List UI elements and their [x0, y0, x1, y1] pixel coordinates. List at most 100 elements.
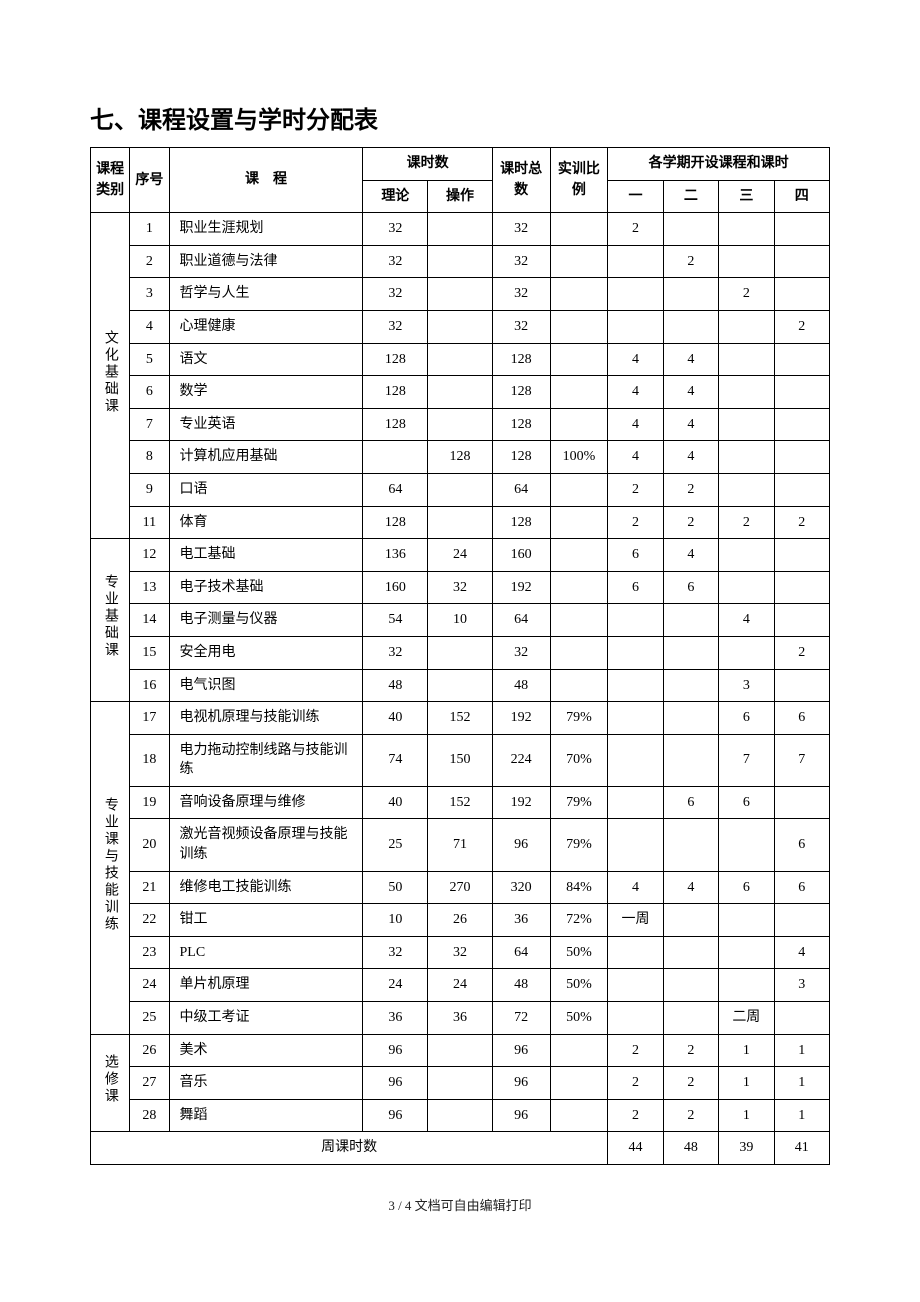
sem1-hours: 4 [608, 343, 663, 376]
sem2-hours: 4 [663, 343, 718, 376]
course-name: 音响设备原理与维修 [169, 786, 363, 819]
sem3-hours [719, 636, 774, 669]
total-hours: 96 [492, 1067, 550, 1100]
total-hours: 64 [492, 473, 550, 506]
section-title: 七、课程设置与学时分配表 [90, 100, 830, 135]
sem2-hours: 2 [663, 473, 718, 506]
sem2-hours: 2 [663, 1067, 718, 1100]
course-name: 专业英语 [169, 408, 363, 441]
sem2-hours: 6 [663, 571, 718, 604]
table-row: 3哲学与人生32322 [91, 278, 830, 311]
row-index: 28 [130, 1099, 169, 1132]
total-hours: 128 [492, 441, 550, 474]
sem1-hours: 2 [608, 473, 663, 506]
table-row: 文化基础课1职业生涯规划32322 [91, 213, 830, 246]
course-name: 计算机应用基础 [169, 441, 363, 474]
operation-hours: 150 [428, 734, 493, 786]
sem3-hours: 4 [719, 604, 774, 637]
theory-hours: 40 [363, 702, 428, 735]
sem4-hours [774, 343, 829, 376]
sem3-hours [719, 245, 774, 278]
operation-hours: 32 [428, 571, 493, 604]
theory-hours: 128 [363, 343, 428, 376]
weekly-total-row: 周课时数44483941 [91, 1132, 830, 1165]
practice-ratio: 50% [550, 1002, 608, 1035]
sem3-hours [719, 969, 774, 1002]
total-hours: 128 [492, 376, 550, 409]
row-index: 22 [130, 904, 169, 937]
sem4-hours: 6 [774, 702, 829, 735]
row-index: 18 [130, 734, 169, 786]
theory-hours: 32 [363, 245, 428, 278]
theory-hours: 36 [363, 1002, 428, 1035]
row-index: 24 [130, 969, 169, 1002]
curriculum-table: 课程类别 序号 课 程 课时数 课时总数 实训比例 各学期开设课程和课时 理论 … [90, 147, 830, 1165]
operation-hours: 26 [428, 904, 493, 937]
sem1-hours [608, 278, 663, 311]
row-index: 20 [130, 819, 169, 871]
category-cell: 专业基础课 [91, 539, 130, 702]
category-label: 选修课 [100, 1054, 120, 1105]
weekly-total-sem3: 39 [719, 1132, 774, 1165]
course-name: 数学 [169, 376, 363, 409]
total-hours: 96 [492, 1034, 550, 1067]
theory-hours: 64 [363, 473, 428, 506]
total-hours: 32 [492, 310, 550, 343]
sem3-hours [719, 310, 774, 343]
col-sem2: 二 [663, 180, 718, 213]
total-hours: 36 [492, 904, 550, 937]
category-cell: 专业课与技能训练 [91, 702, 130, 1035]
sem2-hours: 4 [663, 441, 718, 474]
course-name: 职业生涯规划 [169, 213, 363, 246]
theory-hours: 10 [363, 904, 428, 937]
table-row: 21维修电工技能训练5027032084%4466 [91, 871, 830, 904]
col-sem4: 四 [774, 180, 829, 213]
operation-hours [428, 278, 493, 311]
sem3-hours: 二周 [719, 1002, 774, 1035]
practice-ratio [550, 1067, 608, 1100]
row-index: 17 [130, 702, 169, 735]
row-index: 8 [130, 441, 169, 474]
sem1-hours: 6 [608, 539, 663, 572]
row-index: 12 [130, 539, 169, 572]
sem2-hours: 2 [663, 245, 718, 278]
sem1-hours: 2 [608, 1034, 663, 1067]
col-semesters-group: 各学期开设课程和课时 [608, 148, 830, 181]
sem2-hours [663, 1002, 718, 1035]
sem4-hours: 1 [774, 1067, 829, 1100]
total-hours: 128 [492, 506, 550, 539]
row-index: 25 [130, 1002, 169, 1035]
operation-hours [428, 636, 493, 669]
sem1-hours: 2 [608, 213, 663, 246]
practice-ratio: 70% [550, 734, 608, 786]
sem1-hours [608, 1002, 663, 1035]
operation-hours [428, 669, 493, 702]
row-index: 9 [130, 473, 169, 506]
sem3-hours: 1 [719, 1034, 774, 1067]
sem3-hours [719, 473, 774, 506]
total-hours: 96 [492, 1099, 550, 1132]
practice-ratio [550, 343, 608, 376]
sem4-hours [774, 473, 829, 506]
practice-ratio [550, 376, 608, 409]
practice-ratio [550, 636, 608, 669]
table-row: 23PLC32326450%4 [91, 936, 830, 969]
theory-hours [363, 441, 428, 474]
total-hours: 32 [492, 636, 550, 669]
sem1-hours: 4 [608, 408, 663, 441]
operation-hours [428, 1099, 493, 1132]
operation-hours: 71 [428, 819, 493, 871]
total-hours: 96 [492, 819, 550, 871]
course-name: 电力拖动控制线路与技能训练 [169, 734, 363, 786]
sem2-hours [663, 310, 718, 343]
practice-ratio [550, 473, 608, 506]
table-row: 专业基础课12电工基础1362416064 [91, 539, 830, 572]
row-index: 3 [130, 278, 169, 311]
sem4-hours [774, 539, 829, 572]
theory-hours: 32 [363, 636, 428, 669]
sem1-hours [608, 936, 663, 969]
operation-hours [428, 506, 493, 539]
sem2-hours [663, 278, 718, 311]
sem2-hours: 2 [663, 506, 718, 539]
col-ratio: 实训比例 [550, 148, 608, 213]
